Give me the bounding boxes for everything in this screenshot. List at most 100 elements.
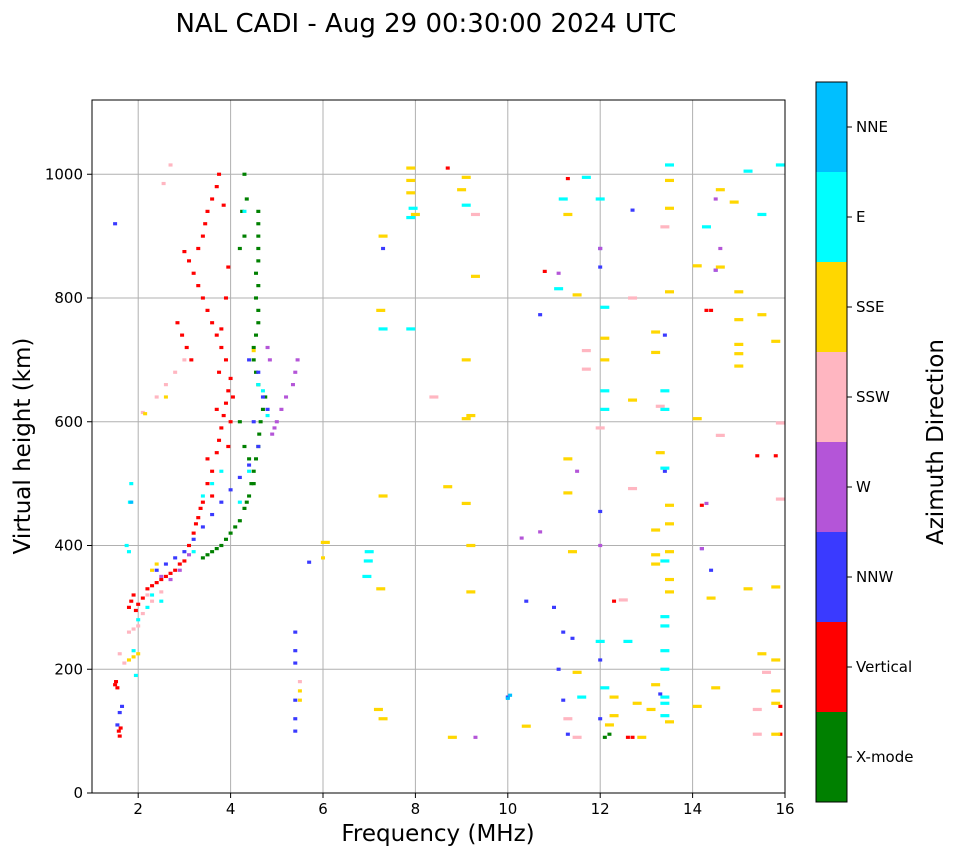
point-sse (665, 503, 674, 507)
point-vertical (219, 327, 224, 331)
point-sse (447, 735, 457, 739)
point-sse (600, 336, 610, 340)
point-nnw (163, 562, 168, 566)
point-nnw (200, 525, 205, 529)
colorbar: X-mode Vertical NNW W SSW SSE E NNE (816, 82, 913, 802)
point-e (600, 407, 610, 411)
point-e (660, 624, 670, 628)
colorbar-segment-nne (816, 82, 847, 172)
x-tick-label: 16 (775, 800, 794, 818)
point-sse (771, 732, 781, 736)
point-nnw (173, 556, 178, 560)
point-x-mode (219, 543, 224, 548)
point-sse (320, 540, 330, 545)
colorbar-tick-label: X-mode (856, 748, 913, 766)
colorbar-segment-ssw (816, 352, 847, 442)
point-vertical (115, 686, 120, 690)
point-e (126, 550, 131, 554)
point-sse (567, 550, 577, 554)
point-w (267, 358, 272, 362)
point-nnw (598, 717, 603, 721)
point-sse (572, 293, 582, 297)
point-x-mode (254, 457, 259, 461)
point-e (660, 667, 670, 671)
y-tick-label: 0 (73, 784, 83, 802)
point-vertical (203, 222, 208, 226)
point-vertical (778, 704, 783, 708)
point-x-mode (242, 172, 247, 176)
point-w (519, 536, 524, 540)
point-nnw (293, 649, 298, 653)
point-ssw (628, 486, 638, 491)
point-x-mode (237, 246, 242, 251)
point-vertical (193, 522, 198, 526)
point-sse (150, 568, 155, 572)
point-vertical (196, 516, 201, 520)
point-x-mode (251, 345, 256, 350)
point-e (558, 197, 568, 201)
point-x-mode (256, 284, 261, 288)
point-e (660, 615, 670, 619)
point-e (133, 673, 138, 678)
point-sse (461, 358, 471, 362)
point-vertical (221, 203, 226, 207)
point-nnw (565, 732, 570, 736)
point-vertical (704, 308, 709, 312)
point-x-mode (240, 209, 245, 213)
point-e (577, 695, 587, 699)
colorbar-tick-label: NNW (856, 568, 893, 586)
point-w (699, 546, 704, 551)
point-x-mode (223, 537, 228, 541)
point-e (363, 559, 373, 563)
point-sse (665, 522, 674, 526)
point-sse (406, 166, 416, 170)
point-vertical (217, 438, 222, 442)
point-vertical (223, 296, 228, 300)
point-vertical (778, 732, 783, 736)
point-vertical (699, 503, 704, 507)
point-sse (734, 318, 744, 322)
point-e (775, 163, 785, 167)
y-axis-ticks: 0 200 400 600 800 1000 (45, 165, 92, 802)
point-nne (505, 696, 510, 700)
point-vertical (205, 308, 210, 312)
point-e (554, 287, 564, 291)
point-e (660, 466, 670, 470)
point-x-mode (251, 482, 256, 486)
point-sse (461, 175, 471, 179)
point-sse (251, 348, 256, 353)
point-vertical (630, 735, 635, 739)
point-sse (651, 528, 661, 532)
x-axis-label: Frequency (MHz) (341, 821, 534, 847)
point-sse (457, 188, 467, 192)
point-x-mode (260, 407, 265, 411)
point-e (595, 639, 605, 644)
x-tick-label: 10 (498, 800, 517, 818)
x-tick-label: 4 (226, 800, 236, 818)
point-x-mode (263, 395, 268, 399)
point-sse (563, 491, 573, 495)
point-e (660, 701, 670, 705)
point-vertical (625, 735, 630, 739)
y-tick-label: 1000 (45, 165, 83, 183)
point-e (660, 407, 670, 411)
point-e (660, 559, 670, 563)
colorbar-label: Azimuth Direction (923, 339, 949, 545)
point-x-mode (237, 420, 242, 424)
point-e (200, 494, 205, 498)
point-w (168, 577, 173, 582)
point-ssw (140, 611, 145, 616)
point-w (718, 246, 723, 251)
point-w (284, 395, 289, 399)
point-nnw (293, 630, 298, 634)
point-e (660, 649, 670, 653)
point-vertical (117, 734, 122, 738)
point-sse (771, 689, 781, 693)
point-sse (715, 188, 725, 192)
point-sse (609, 714, 619, 718)
point-ssw (628, 296, 638, 300)
point-sse (373, 707, 383, 712)
point-x-mode (254, 333, 259, 337)
point-nnw (307, 560, 312, 564)
